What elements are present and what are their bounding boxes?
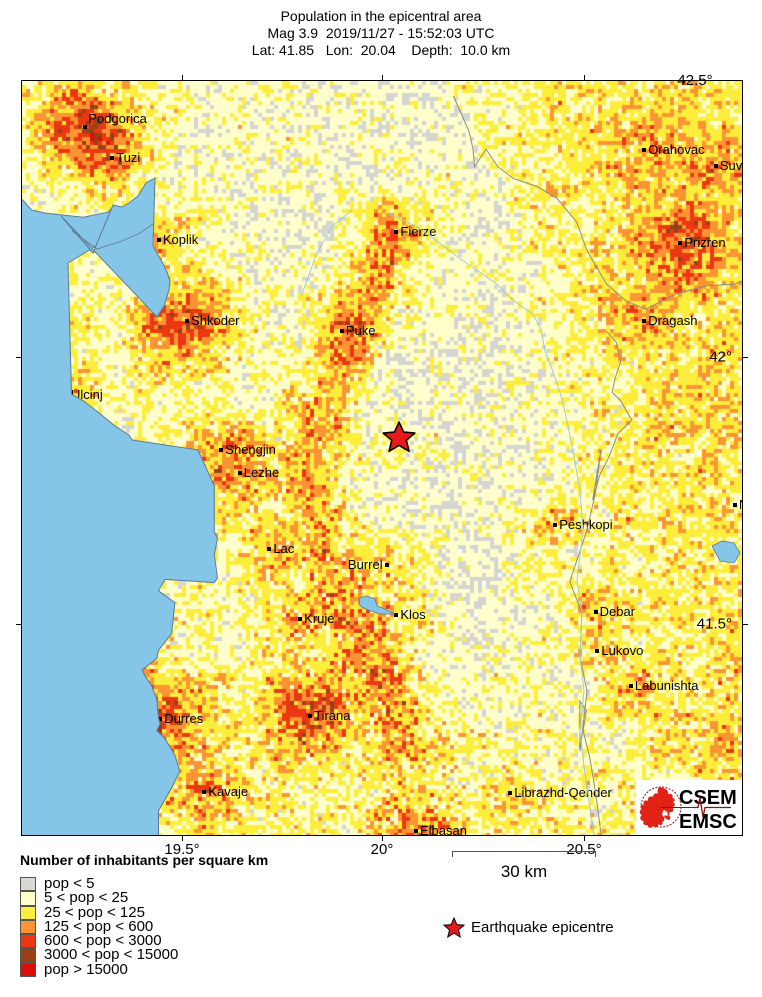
svg-text:EMSC: EMSC (679, 811, 737, 833)
svg-text:CSEM: CSEM (679, 787, 737, 809)
